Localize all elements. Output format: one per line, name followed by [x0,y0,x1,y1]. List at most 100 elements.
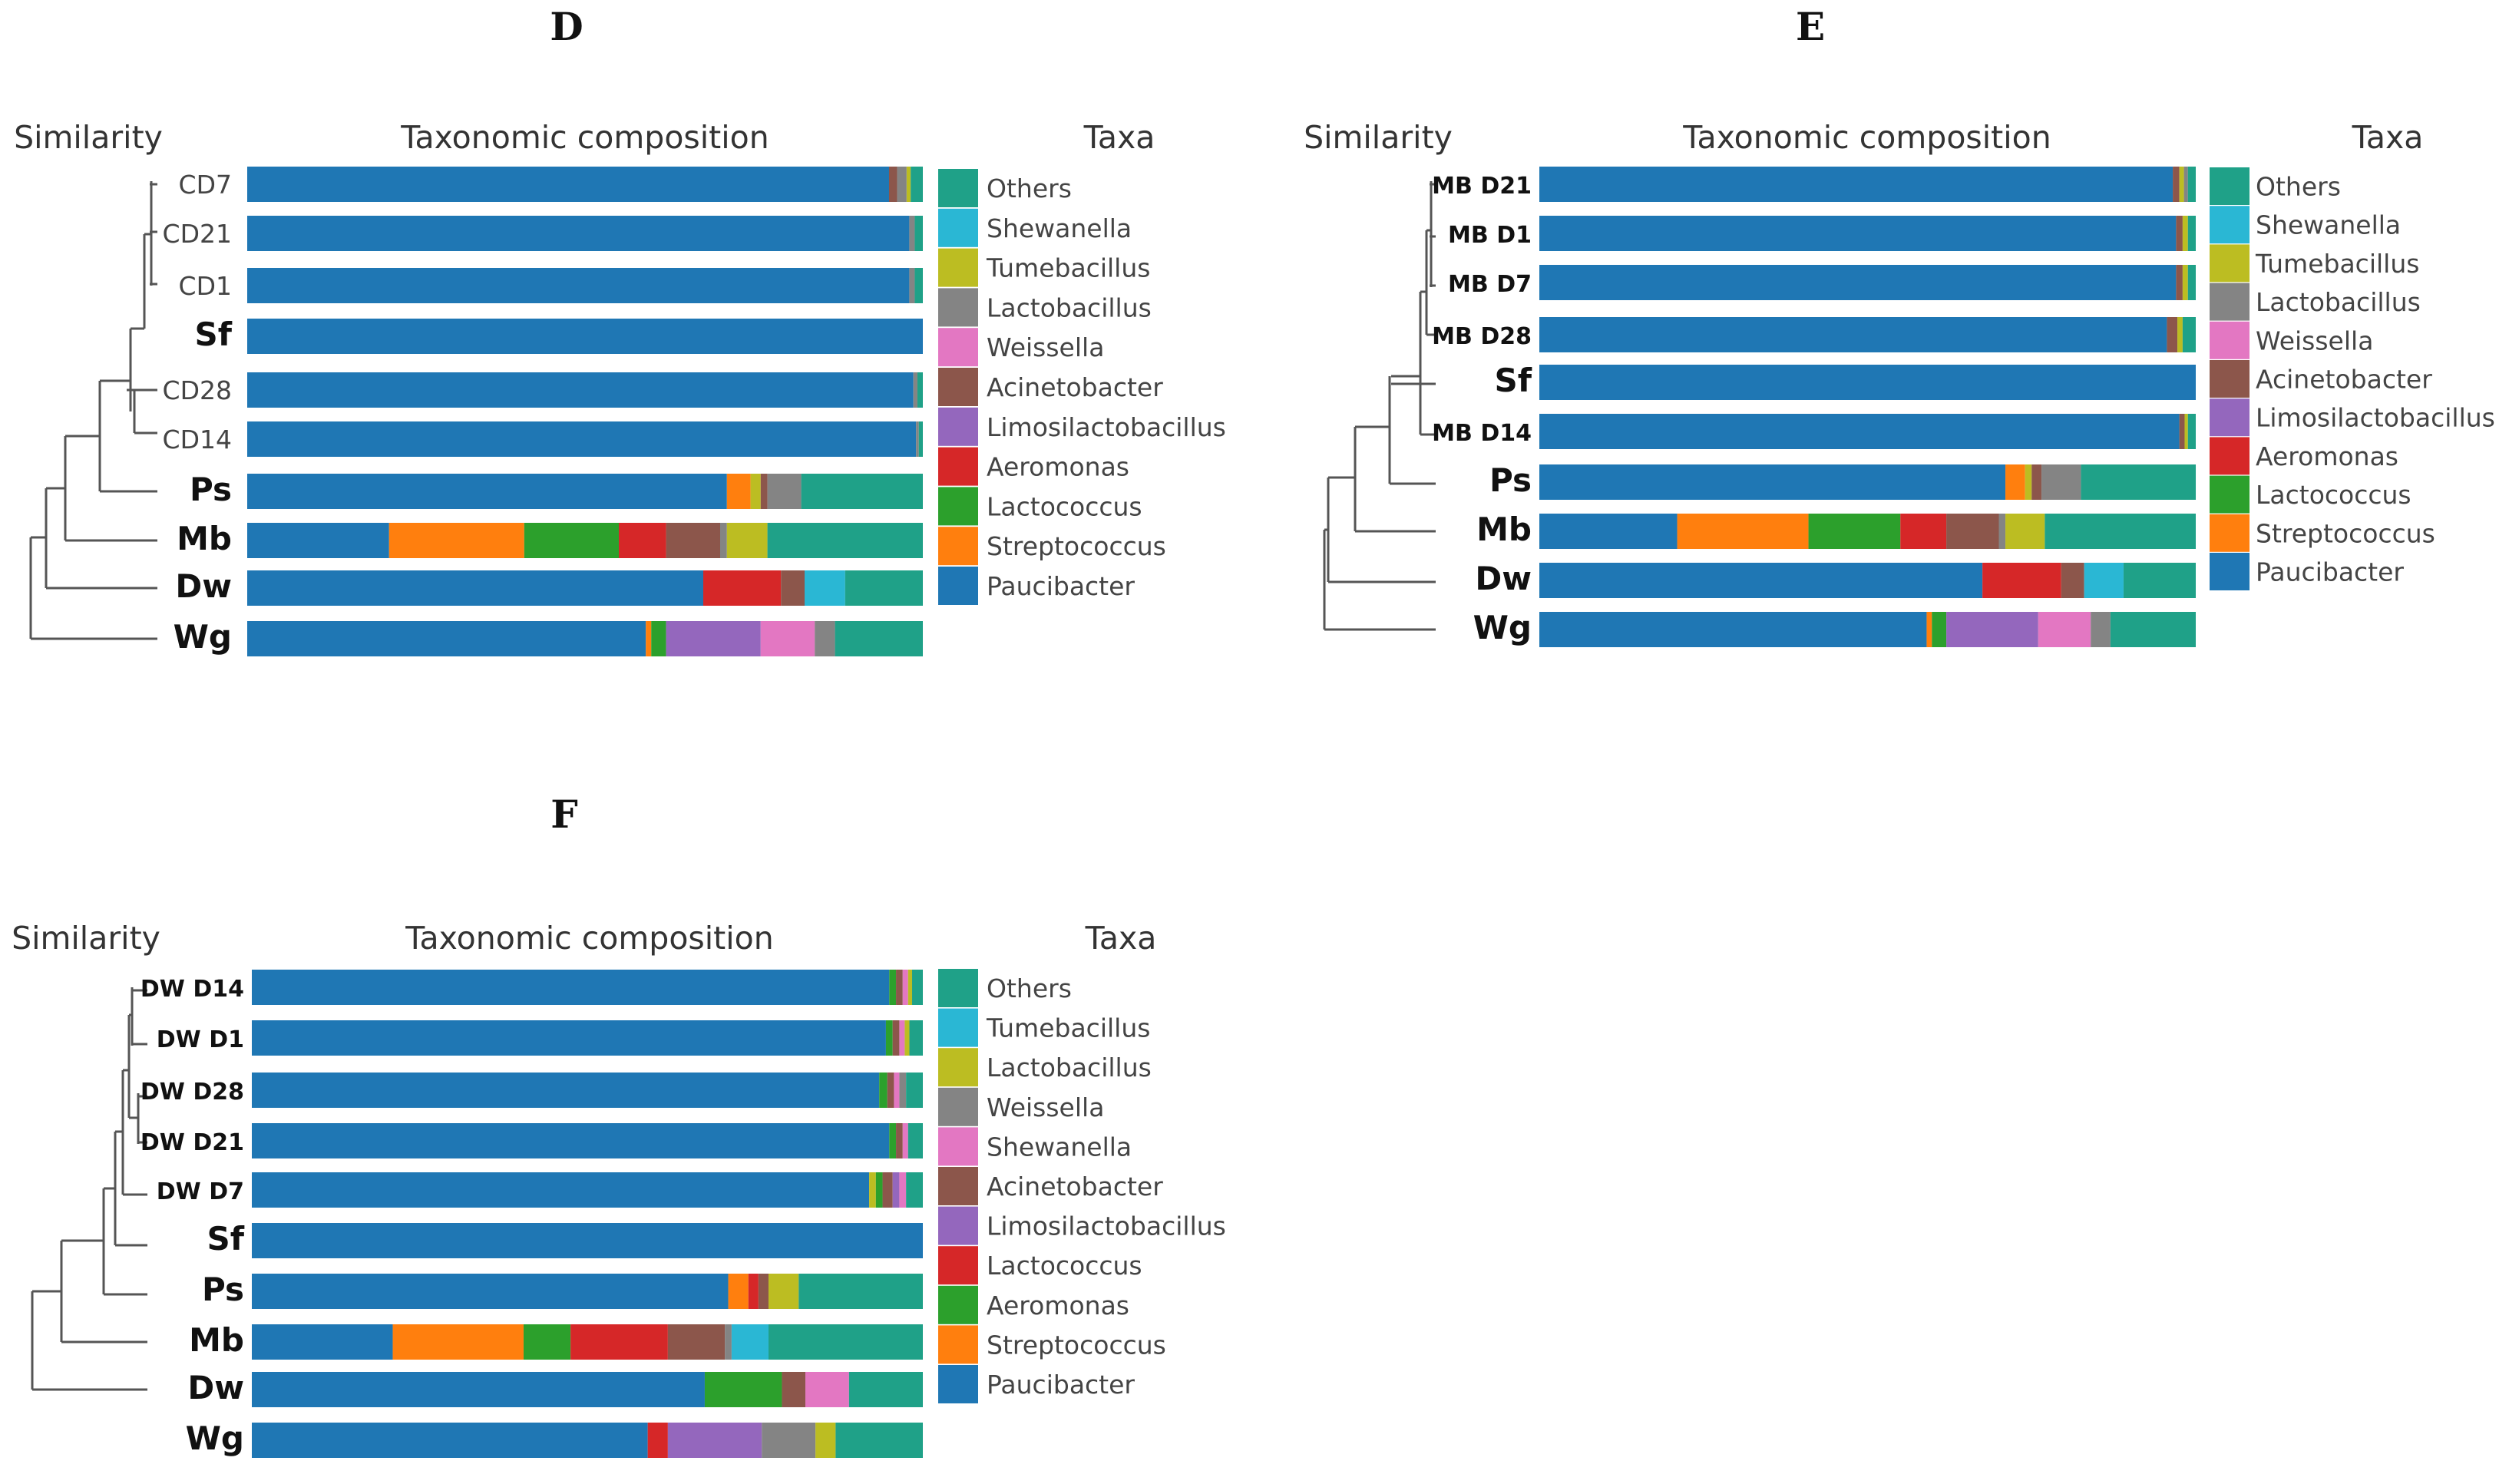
bar-segment-mb-d21-acinetobacter [2173,167,2180,202]
bar-segment-dw-d14-shewanella [902,970,908,1005]
legend-item-lactococcus: Lactococcus [938,487,1142,526]
bar-segment-dw-d28-weissella [899,1073,907,1108]
dendrogram [1323,181,1436,631]
bar-segment-mb-aeromonas [1900,514,1947,549]
bar-segment-mb-streptococcus [392,1324,524,1360]
taxa-header: Taxa [2352,119,2424,156]
legend-swatch-weissella [2210,321,2250,359]
bar-row-wg [247,621,923,656]
bar-segment-mb-paucibacter [247,523,389,558]
sample-label-ps: Ps [202,1271,244,1308]
legend-swatch-streptococcus [2210,514,2250,552]
bar-segment-mb-d7-tumebacillus [2182,265,2188,300]
legend-item-lactobacillus: Lactobacillus [938,288,1152,327]
bar-row-cd14 [247,421,923,457]
legend-swatch-acinetobacter [938,368,978,406]
bar-segment-wg-limosilactobacillus [667,1423,762,1458]
bar-segment-mb-paucibacter [252,1324,393,1360]
bar-segment-dw-d14-acinetobacter [896,970,903,1005]
bar-segment-ps-streptococcus [2005,464,2025,500]
legend-label-weissella: Weissella [2256,326,2373,355]
bar-segment-mb-d28-others [2182,317,2196,352]
bar-segment-cd7-tumebacillus [906,167,911,202]
bar-segment-wg-paucibacter [252,1423,648,1458]
sample-label-cd7: CD7 [179,170,232,200]
legend-item-others: Others [938,169,1072,207]
similarity-header: Similarity [14,119,163,156]
bar-segment-dw-d1-lactobacillus [904,1020,910,1056]
bar-segment-mb-acinetobacter [667,1324,726,1360]
bar-segment-ps-streptococcus [728,1274,749,1309]
panel-letter-d: D [550,4,583,49]
legend-label-streptococcus: Streptococcus [2256,518,2435,548]
bar-segment-mb-tumebacillus [2005,514,2045,549]
legend-item-acinetobacter: Acinetobacter [938,1167,1163,1205]
bar-row-mb [252,1324,923,1360]
legend-label-aeromonas: Aeromonas [2256,441,2398,471]
bar-segment-wg-lactococcus [651,621,666,656]
legend-item-lactococcus: Lactococcus [938,1246,1142,1285]
panel-letter-f: F [550,792,578,837]
bar-segment-mb-d28-tumebacillus [2177,317,2183,352]
legend-swatch-streptococcus [938,1325,978,1364]
bar-segment-sf-paucibacter [1539,365,2196,400]
bar-segment-mb-d1-others [2187,216,2196,251]
legend-item-shewanella: Shewanella [938,1127,1132,1166]
bar-segment-wg-others [835,1423,923,1458]
bar-segment-ps-acinetobacter [2031,464,2042,500]
bar-segment-cd7-acinetobacter [889,167,897,202]
legend-item-paucibacter: Paucibacter [938,567,1135,605]
bar-segment-dw-others [2123,563,2196,598]
bar-segment-dw-d7-lactobacillus [869,1172,876,1208]
dendrogram [29,181,157,640]
bar-segment-wg-lactobacillus [815,621,835,656]
bar-segment-mb-others [767,523,923,558]
bar-segment-cd28-paucibacter [247,372,914,408]
bar-segment-wg-limosilactobacillus [666,621,761,656]
bar-segment-mb-aeromonas [619,523,666,558]
legend: Others Shewanella Tumebacillus Lactobacillu… [938,169,1226,605]
legend-item-others: Others [2210,167,2341,205]
sample-label-wg: Wg [1473,609,1532,646]
legend-label-others: Others [2256,172,2341,202]
bar-row-dw [1539,563,2196,598]
bar-segment-dw-d1-aeromonas [885,1020,893,1056]
bar-segment-dw-d1-paucibacter [252,1020,886,1056]
bar-row-sf [1539,365,2196,400]
sample-label-mb-d28: MB D28 [1432,323,1532,350]
legend-swatch-others [938,169,978,207]
sample-label-dw-d28: DW D28 [140,1079,244,1106]
bar-segment-mb-d7-others [2187,265,2196,300]
sample-label-dw-d7: DW D7 [157,1178,244,1205]
sample-label-mb: Mb [1476,511,1532,548]
bar-segment-ps-tumebacillus [2025,464,2032,500]
bar-segment-cd14-others [918,421,923,457]
bar-segment-ps-others [2081,464,2197,500]
bar-segment-wg-streptococcus [646,621,652,656]
bar-segment-mb-d1-acinetobacter [2176,216,2183,251]
bar-row-cd21 [247,216,923,251]
bar-segment-wg-weissella [2038,612,2091,647]
legend-label-tumebacillus: Tumebacillus [2255,249,2419,279]
legend-swatch-acinetobacter [2210,360,2250,398]
bar-segment-cd28-lactobacillus [913,372,917,408]
legend-label-shewanella: Shewanella [987,213,1132,243]
panel-f: F Similarity Taxonomic composition Taxa … [12,792,1226,1458]
legend-item-limosilactobacillus: Limosilactobacillus [938,1206,1226,1245]
bar-segment-dw-d7-paucibacter [252,1172,870,1208]
legend-label-weissella: Weissella [987,1092,1104,1122]
bar-row-dw-d7 [252,1172,923,1208]
sample-label-sf: Sf [194,316,232,353]
bar-segment-ps-tumebacillus [750,474,761,509]
bar-segment-ps-others [801,474,923,509]
legend-swatch-shewanella [2210,206,2250,244]
legend-label-weissella: Weissella [987,332,1104,362]
legend-label-shewanella: Shewanella [2256,210,2401,240]
bar-segment-mb-d21-paucibacter [1539,167,2173,202]
bar-segment-dw-aeromonas [1982,563,2061,598]
sample-label-sf: Sf [207,1220,244,1258]
bar-segment-mb-others [768,1324,923,1360]
legend-swatch-shewanella [938,208,978,247]
taxa-header: Taxa [1083,119,1155,156]
